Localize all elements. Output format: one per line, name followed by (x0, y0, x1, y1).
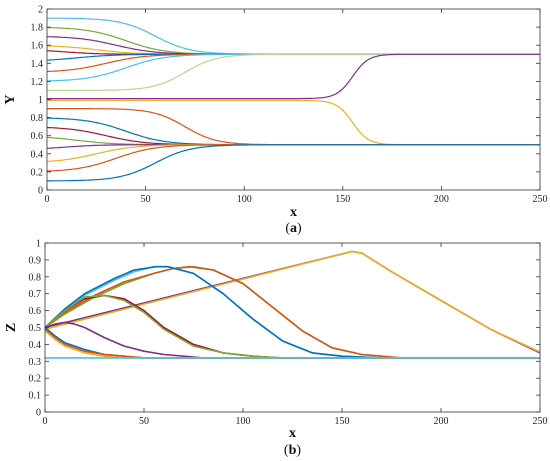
series-line-9 (44, 321, 540, 359)
caption-open: ( (285, 221, 290, 236)
caption-letter: a (290, 221, 297, 236)
x-tick-label: 0 (43, 416, 48, 427)
x-tick-label: 250 (533, 194, 548, 205)
series-line-8 (44, 294, 540, 359)
caption-close: ) (296, 443, 301, 458)
y-tick-label: 0.9 (29, 255, 42, 266)
y-tick-label: 1 (36, 239, 41, 250)
panel-a-chart: 0 50 100 150 200 250 0 0.2 0.4 0.6 0.8 1 1.2 1.4 1.6 1.… (3, 5, 548, 237)
series-line-17 (46, 144, 540, 163)
y-tick-label: 1.4 (31, 59, 44, 70)
panel-caption: (b) (284, 443, 301, 458)
panel-caption: (a) (285, 221, 302, 236)
series-group (46, 17, 540, 182)
x-tick-label: 100 (236, 416, 251, 427)
x-axis-label: x (290, 205, 297, 220)
series-line-8 (47, 53, 540, 82)
y-tick-label: 0.8 (29, 272, 42, 283)
caption-close: ) (297, 221, 302, 236)
x-tick-label: 250 (533, 416, 548, 427)
y-tick-label: 0.7 (29, 289, 42, 300)
series-line-6 (44, 265, 540, 359)
series-line-2 (44, 250, 541, 353)
caption-letter: b (289, 443, 297, 458)
series-line-13 (47, 117, 540, 146)
plot-frame (44, 242, 541, 413)
y-tick-label: 0.8 (31, 113, 44, 124)
x-tick-label: 100 (237, 194, 252, 205)
panel-b-chart: 0 50 100 150 200 250 0 0.1 0.2 0.3 0.4 0.5 0.6 0.7 0.8… (4, 239, 548, 459)
y-tick-label: 0.4 (31, 149, 44, 160)
y-tick-label: 0.4 (29, 340, 42, 351)
series-line-2 (47, 27, 540, 55)
series-line-11 (47, 99, 540, 146)
x-tick-label: 200 (434, 194, 449, 205)
caption-open: ( (284, 443, 289, 458)
plot-frame (46, 8, 541, 191)
series-group (44, 250, 541, 359)
y-tick-label: 0 (38, 186, 43, 197)
x-tick-label: 200 (434, 416, 449, 427)
series-line-19 (47, 144, 540, 182)
y-tick-label: 0.2 (31, 167, 44, 178)
series-line-10 (47, 53, 540, 100)
x-tick-label: 50 (141, 194, 151, 205)
y-tick-label: 1 (38, 95, 43, 106)
y-tick-label: 0.2 (29, 374, 42, 385)
x-tick-label: 150 (335, 194, 350, 205)
y-tick-label: 0.5 (29, 323, 42, 334)
series-line-7 (44, 294, 540, 359)
y-tick-label: 1.6 (31, 41, 44, 52)
series-line-4 (44, 265, 540, 359)
series-line-6 (46, 53, 540, 61)
y-tick-label: 0.6 (31, 131, 44, 142)
y-tick-label: 1.2 (31, 77, 44, 88)
x-tick-label: 0 (45, 194, 50, 205)
y-tick-label: 1.8 (31, 23, 44, 34)
y-axis-label: Y (3, 94, 18, 104)
series-line-1 (47, 17, 540, 55)
series-line-10 (44, 326, 540, 359)
y-tick-label: 2 (38, 5, 43, 16)
series-line-4 (46, 45, 540, 55)
y-axis-label: Z (4, 323, 19, 332)
y-tick-label: 0.3 (29, 357, 42, 368)
y-tick-label: 0 (36, 408, 41, 419)
x-tick-label: 50 (139, 416, 149, 427)
x-tick-label: 150 (335, 416, 350, 427)
y-tick-label: 0.6 (29, 306, 42, 317)
y-tick-label: 0.1 (29, 391, 42, 402)
x-axis-label: x (289, 426, 296, 441)
